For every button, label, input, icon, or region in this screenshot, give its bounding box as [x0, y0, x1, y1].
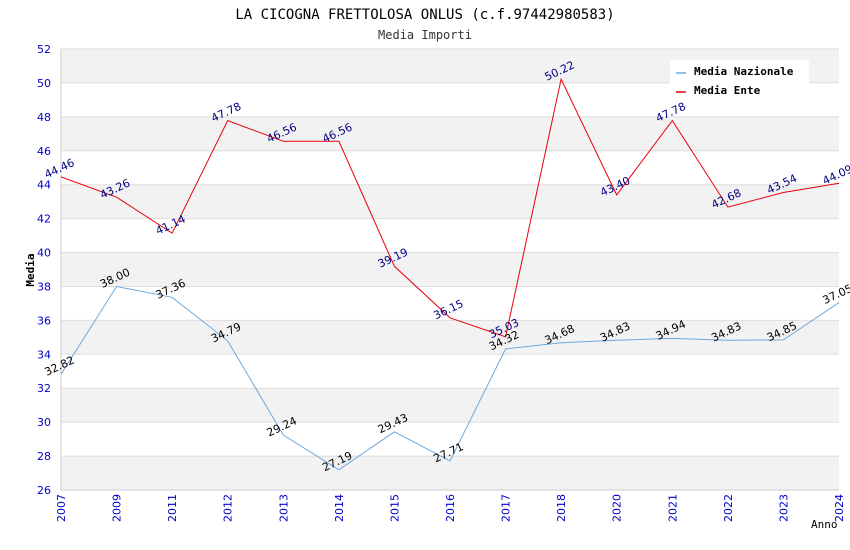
y-tick-label: 30: [37, 416, 51, 429]
axes: [60, 49, 839, 491]
x-axis-label: Anno: [811, 518, 838, 531]
data-label-ente: 44.46: [42, 156, 76, 181]
x-tick-label: 2018: [555, 494, 568, 522]
y-tick-label: 52: [37, 43, 51, 56]
series-line-ente: [60, 77, 840, 338]
x-tick-label: 2021: [666, 494, 679, 522]
x-tick-label: 2011: [166, 494, 179, 522]
chart-title: LA CICOGNA FRETTOLOSA ONLUS (c.f.9744298…: [235, 7, 614, 23]
y-tick-label: 44: [37, 179, 51, 192]
legend-label-nazionale: Media Nazionale: [694, 65, 794, 78]
grid-band: [61, 116, 839, 151]
y-tick-label: 46: [37, 145, 51, 158]
y-tick-label: 34: [37, 348, 51, 361]
x-tick-label: 2007: [55, 494, 68, 522]
y-tick-label: 50: [37, 77, 51, 90]
x-tick-labels: 2007 2009 2011 2012 2013 2014 2015 2016 2017 2018…: [55, 494, 846, 522]
x-tick-label: 2015: [388, 494, 401, 522]
series-lines: [60, 77, 840, 471]
grid-band: [61, 388, 839, 423]
x-tick-label: 2016: [444, 494, 457, 522]
data-label-ente: 36.15: [431, 297, 465, 322]
legend: Media Nazionale Media Ente: [670, 60, 809, 100]
y-axis-label: Media: [24, 253, 37, 286]
grid-band: [61, 184, 839, 219]
grid-band: [61, 252, 839, 287]
grid-band: [61, 320, 839, 355]
x-tick-label: 2009: [111, 494, 124, 522]
x-tick-label: 2017: [500, 494, 513, 522]
x-tick-label: 2024: [833, 494, 846, 522]
x-tick-label: 2023: [777, 494, 790, 522]
x-tick-label: 2020: [611, 494, 624, 522]
x-tick-label: 2014: [333, 494, 346, 522]
y-tick-label: 26: [37, 484, 51, 497]
x-tick-label: 2013: [277, 494, 290, 522]
grid-band: [61, 456, 839, 490]
y-tick-label: 28: [37, 450, 51, 463]
legend-box: [670, 60, 809, 100]
y-tick-label: 48: [37, 111, 51, 124]
series-line-nazionale: [60, 285, 840, 471]
y-tick-label: 40: [37, 247, 51, 260]
grid-bands: [61, 49, 839, 490]
y-tick-label: 36: [37, 314, 51, 327]
legend-label-ente: Media Ente: [694, 84, 761, 97]
y-tick-label: 38: [37, 280, 51, 293]
grid-lines: [61, 48, 839, 491]
y-tick-label: 42: [37, 213, 51, 226]
y-tick-labels: 26 28 30 32 34 36 38 40 42 44 46 48 50 52: [37, 43, 51, 497]
chart-subtitle: Media Importi: [378, 28, 472, 42]
x-tick-label: 2022: [722, 494, 735, 522]
y-tick-label: 32: [37, 382, 51, 395]
x-tick-label: 2012: [222, 494, 235, 522]
